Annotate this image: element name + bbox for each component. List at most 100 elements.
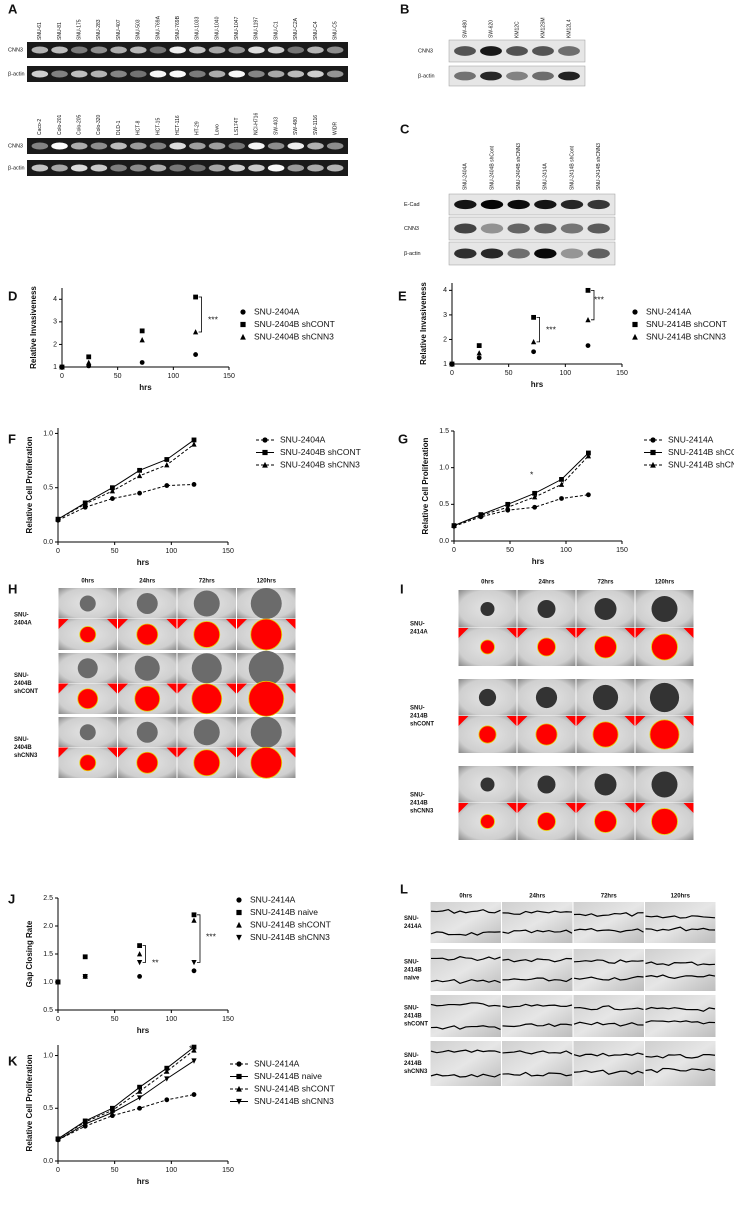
mask [535, 723, 558, 746]
point [451, 522, 457, 528]
mask-corner [458, 803, 517, 813]
x-tick-label: 0 [450, 370, 454, 377]
wound-edge [502, 1003, 573, 1008]
scratch-image [573, 995, 644, 1037]
legend-label: SNU-2404A [280, 434, 326, 444]
point [55, 979, 61, 985]
mask [649, 719, 680, 750]
point [449, 361, 455, 367]
mask [651, 808, 678, 835]
band [51, 70, 68, 78]
spheroid [136, 721, 158, 743]
scratch-image [645, 1041, 716, 1086]
mask-corner [58, 747, 117, 758]
point [137, 467, 142, 473]
band [326, 142, 344, 150]
lane-label: SNU-2404B shCont [489, 145, 495, 190]
point [86, 359, 92, 365]
wound-edge [430, 1025, 501, 1031]
gel-row [448, 216, 616, 241]
band [90, 164, 108, 172]
point [585, 343, 591, 348]
x-tick-label: 50 [114, 373, 122, 380]
mask-corner [177, 619, 236, 629]
band [480, 248, 504, 259]
wound-edge [430, 908, 501, 914]
series-line [57, 1060, 195, 1141]
point [191, 437, 197, 443]
panel-letter: H [8, 581, 17, 596]
point [164, 462, 170, 468]
point [86, 354, 92, 360]
band [51, 46, 68, 54]
band [208, 46, 226, 54]
y-tick-label: 1.0 [439, 465, 449, 472]
scratch-image [502, 995, 573, 1037]
band [454, 223, 477, 234]
series-line [57, 439, 195, 520]
mask [136, 623, 159, 646]
point [82, 501, 88, 507]
band [506, 71, 528, 81]
band [189, 142, 206, 150]
band [326, 70, 344, 78]
legend-label: SNU-2414B shCONT [646, 319, 727, 329]
legend-label: SNU-2414A [250, 894, 296, 904]
y-tick-label: 0.5 [43, 1105, 53, 1112]
band [110, 142, 127, 150]
mask [248, 680, 285, 717]
row-label: shCNN3 [410, 809, 434, 815]
band [51, 142, 68, 150]
band [228, 142, 245, 150]
wound-edge [573, 959, 644, 964]
band [248, 70, 265, 78]
x-tick-label: 100 [560, 547, 572, 554]
wound-edge [430, 1073, 501, 1078]
row-label: 2414B [404, 1061, 422, 1067]
row-label: β-actin [8, 71, 25, 77]
lane-label: SNU-1033 [195, 16, 201, 40]
point [236, 1073, 242, 1080]
legend-label: SNU-2414A [254, 1058, 300, 1068]
band [149, 46, 167, 54]
scratch-image [645, 902, 716, 943]
wound-edge [502, 910, 573, 915]
band [169, 46, 186, 54]
point [236, 1098, 242, 1105]
lane-label: HCT-116 [175, 115, 181, 135]
scratch-image [573, 1041, 644, 1086]
band [307, 46, 324, 54]
point [192, 329, 199, 335]
spheroid [651, 771, 678, 798]
row-label: β-actin [418, 73, 435, 79]
point [191, 968, 197, 974]
y-axis-label: Relative Invasiveness [419, 282, 428, 365]
point [532, 504, 538, 510]
x-axis-label: hrs [531, 380, 544, 389]
band [532, 71, 554, 81]
point [136, 960, 143, 966]
band [189, 70, 206, 78]
point [585, 287, 591, 293]
annotation: * [189, 1043, 193, 1053]
mask [537, 637, 556, 657]
band [267, 46, 285, 54]
x-tick-label: 150 [222, 1016, 234, 1023]
column-header: 72hrs [199, 579, 216, 585]
lane-label: SNU-C5 [332, 21, 338, 40]
wound-edge [645, 961, 716, 966]
y-tick-label: 1.0 [43, 1052, 53, 1059]
band [587, 199, 610, 210]
spheroid [535, 686, 558, 709]
point [650, 461, 656, 468]
band [51, 164, 68, 172]
band [560, 223, 584, 234]
lane-label: SNU-2404B shCNN3 [516, 143, 522, 190]
mask-corner [576, 803, 635, 813]
band [507, 223, 530, 234]
band [90, 142, 108, 150]
point [136, 1088, 143, 1094]
band [248, 46, 265, 54]
significance-bracket [142, 945, 146, 963]
mask [77, 688, 99, 710]
